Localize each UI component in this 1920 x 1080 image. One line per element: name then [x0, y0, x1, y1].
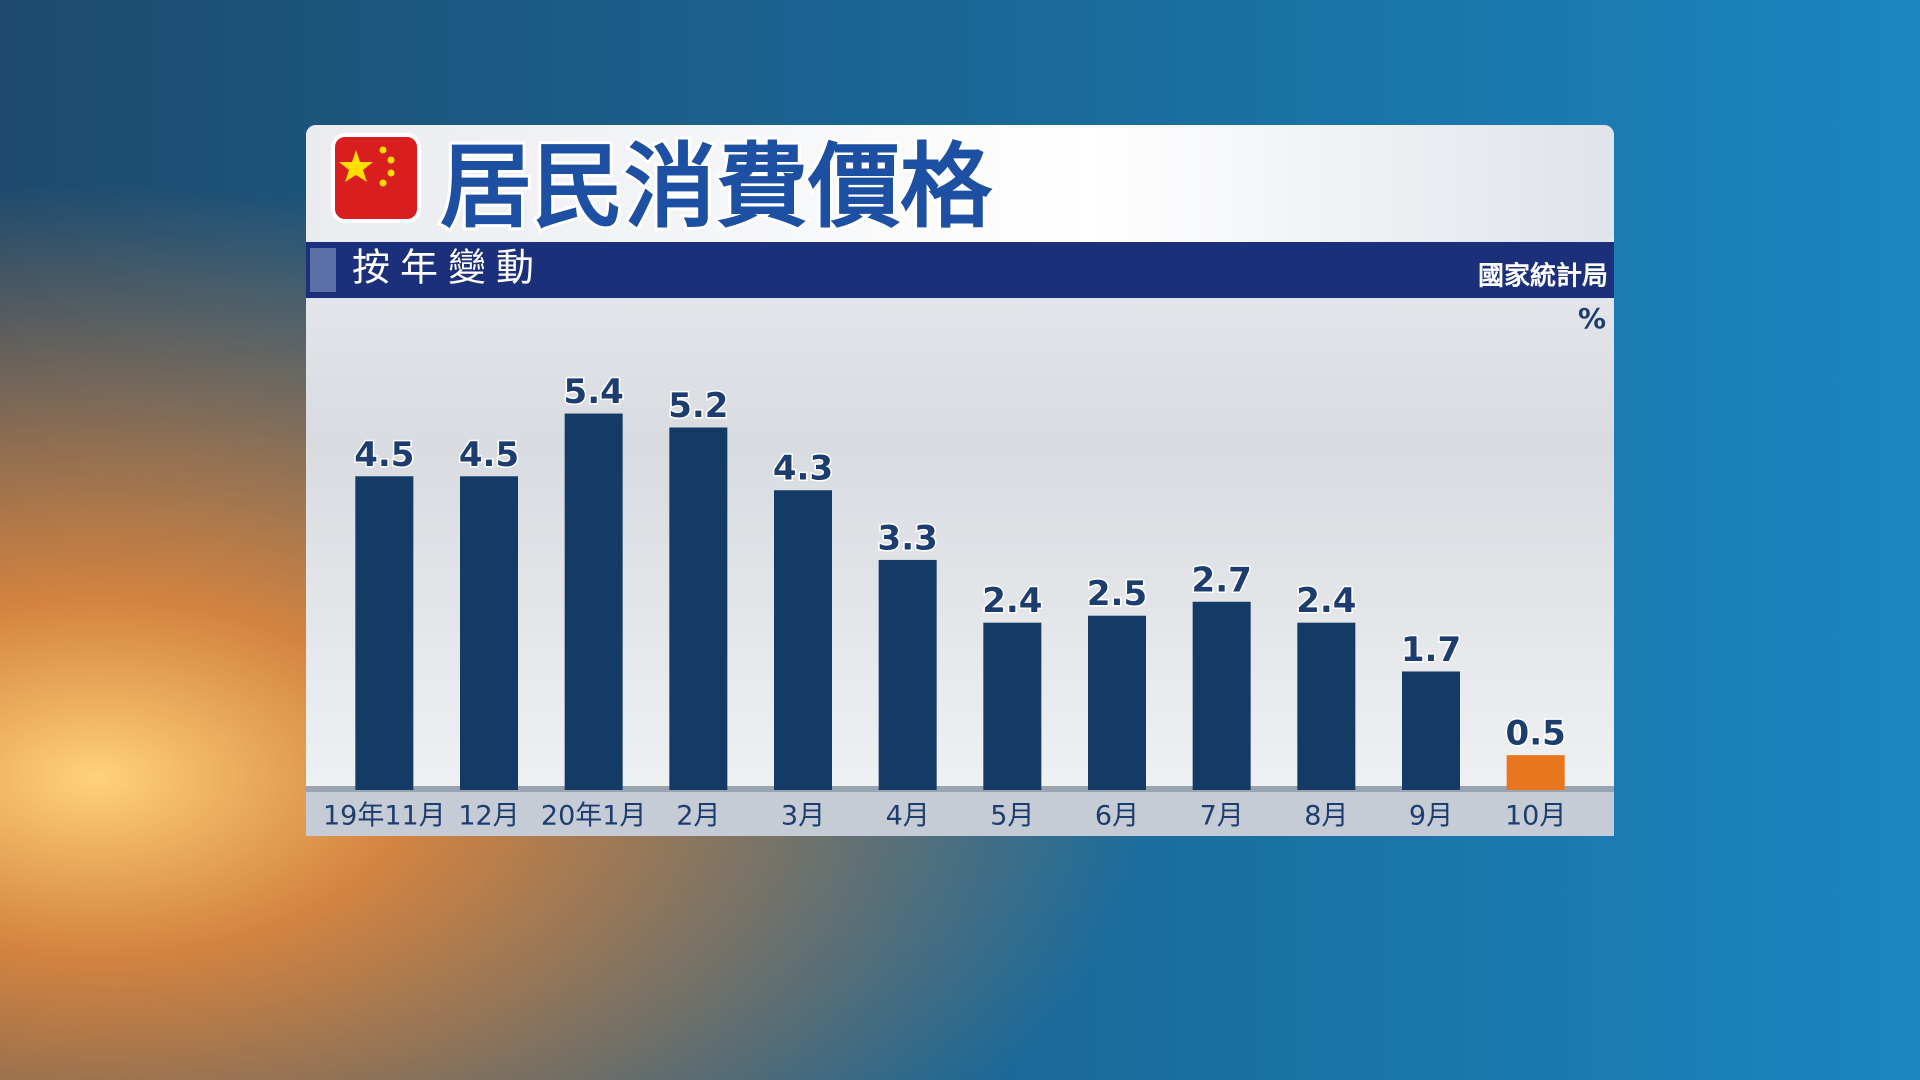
axis-strip — [306, 790, 1614, 836]
bar — [1402, 671, 1460, 790]
x-tick-label: 4月 — [886, 801, 930, 832]
value-label: 2.4 — [1296, 581, 1356, 621]
x-tick-label: 7月 — [1200, 801, 1244, 832]
value-label: 2.5 — [1087, 574, 1147, 614]
x-tick-label: 3月 — [781, 801, 825, 832]
header — [306, 125, 1614, 242]
value-label: 0.5 — [1506, 714, 1566, 754]
value-label: 5.2 — [668, 386, 728, 426]
chart-title: 居民消費價格 — [440, 133, 993, 240]
value-label: 4.5 — [354, 435, 414, 475]
bar — [774, 490, 832, 790]
value-label: 3.3 — [878, 518, 938, 558]
x-tick-label: 10月 — [1505, 801, 1566, 832]
x-tick-label: 20年1月 — [541, 801, 647, 832]
x-tick-label: 19年11月 — [323, 801, 446, 832]
value-label: 4.5 — [459, 435, 519, 475]
value-label: 2.4 — [982, 581, 1042, 621]
source: 國家統計局 — [1478, 261, 1608, 292]
x-tick-label: 8月 — [1304, 801, 1348, 832]
unit-label: % — [1578, 302, 1606, 335]
bar — [1297, 622, 1356, 790]
x-tick-label: 6月 — [1095, 801, 1139, 832]
bar — [1088, 615, 1146, 790]
bar — [878, 559, 937, 790]
value-label: 1.7 — [1401, 630, 1461, 670]
bar — [355, 476, 414, 790]
x-tick-label: 2月 — [676, 801, 720, 832]
x-tick-label: 12月 — [458, 801, 519, 832]
x-tick-label: 5月 — [990, 801, 1034, 832]
bar — [460, 476, 518, 790]
value-label: 5.4 — [564, 372, 624, 412]
chart-subtitle: 按年變動 — [352, 246, 544, 290]
bar — [669, 427, 728, 790]
x-tick-label: 9月 — [1409, 801, 1453, 832]
bar — [564, 413, 623, 790]
bar — [1192, 601, 1251, 790]
panel — [306, 125, 1614, 836]
bar — [1506, 755, 1565, 790]
value-label: 4.3 — [773, 449, 833, 489]
bar — [983, 622, 1042, 790]
axis-line — [306, 786, 1614, 792]
flag — [331, 133, 421, 223]
subtitle-band — [306, 242, 1614, 298]
subtitle-marker — [310, 248, 336, 292]
value-label: 2.7 — [1192, 560, 1252, 600]
